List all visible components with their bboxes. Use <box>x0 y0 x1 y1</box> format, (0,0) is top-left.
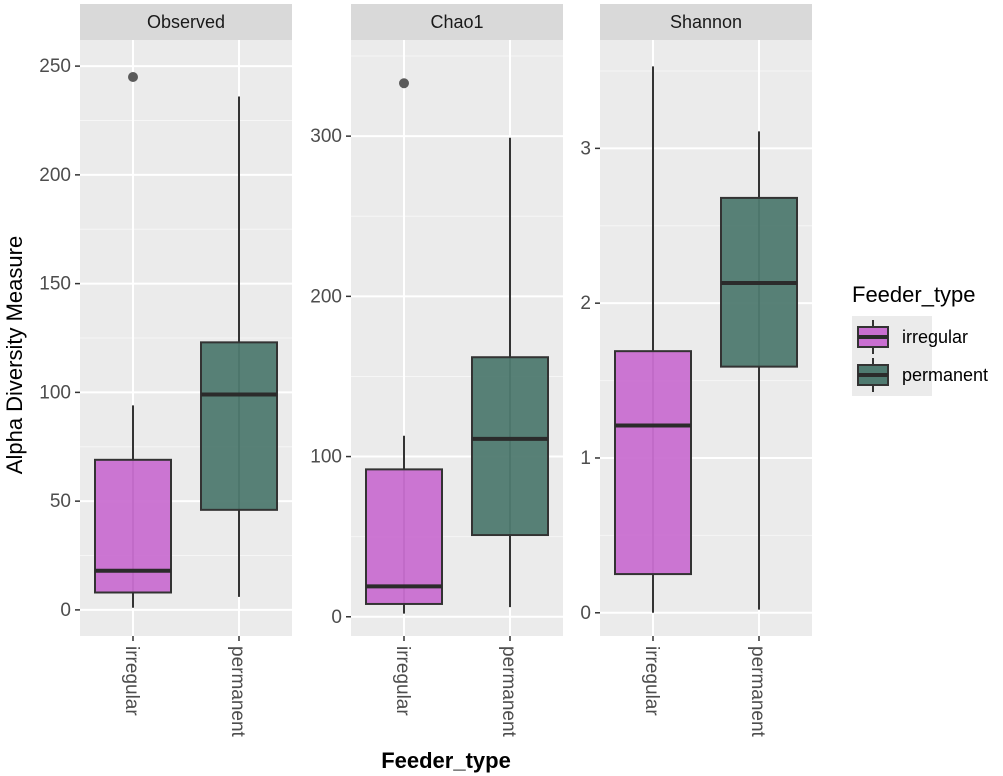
y-tick-label: 3 <box>580 138 591 159</box>
y-tick-label: 0 <box>331 607 342 628</box>
y-tick-label: 0 <box>580 603 591 624</box>
box-permanent <box>471 137 549 608</box>
x-tick-label: irregular <box>392 646 413 716</box>
panel-shannon: Shannon 0 1 2 3 irregular permanent <box>580 4 812 738</box>
facet-title: Observed <box>147 12 225 32</box>
y-tick-label: 300 <box>310 126 342 147</box>
legend-item-permanent: permanent <box>857 358 988 392</box>
y-axis-title: Alpha Diversity Measure <box>2 236 27 474</box>
outlier-point <box>399 78 409 89</box>
y-tick-label: 150 <box>39 274 71 295</box>
x-tick-label: irregular <box>641 646 662 716</box>
y-tick-label: 100 <box>310 447 342 468</box>
y-tick-label: 1 <box>580 448 591 469</box>
iqr-box <box>200 341 278 511</box>
box-irregular <box>614 66 692 613</box>
legend-item-irregular: irregular <box>857 320 968 354</box>
facet-title: Shannon <box>670 12 742 32</box>
panel-chao1: Chao1 0 100 200 300 irregular permanent <box>310 4 563 738</box>
box-irregular <box>365 78 443 614</box>
iqr-box <box>365 468 443 605</box>
x-axis-title: Feeder_type <box>381 748 511 773</box>
facet-strip <box>351 4 563 40</box>
box-irregular <box>94 71 172 608</box>
y-tick-label: 200 <box>39 165 71 186</box>
facet-strip <box>600 4 812 40</box>
legend-label: permanent <box>902 365 988 385</box>
x-tick-label: permanent <box>498 646 519 738</box>
box-permanent <box>720 131 798 610</box>
x-tick-label: irregular <box>121 646 142 716</box>
facet-title: Chao1 <box>430 12 483 32</box>
x-tick-label: permanent <box>747 646 768 738</box>
y-tick-label: 250 <box>39 56 71 77</box>
legend-entries: irregular permanent <box>852 316 988 396</box>
y-tick-label: 0 <box>60 600 71 621</box>
y-tick-label: 2 <box>580 293 591 314</box>
legend: Feeder_type irregular permanent <box>852 282 988 396</box>
facet-strip <box>80 4 292 40</box>
legend-title: Feeder_type <box>852 282 976 307</box>
box-permanent <box>200 96 278 597</box>
outlier-point <box>128 71 138 82</box>
iqr-box <box>471 356 549 537</box>
y-tick-label: 100 <box>39 382 71 403</box>
panel-observed: Observed 0 50 100 150 200 250 irregular permanen… <box>39 4 292 738</box>
legend-label: irregular <box>902 327 968 347</box>
y-tick-label: 50 <box>50 491 71 512</box>
y-tick-label: 200 <box>310 286 342 307</box>
iqr-box <box>614 350 692 576</box>
x-tick-label: permanent <box>227 646 248 738</box>
